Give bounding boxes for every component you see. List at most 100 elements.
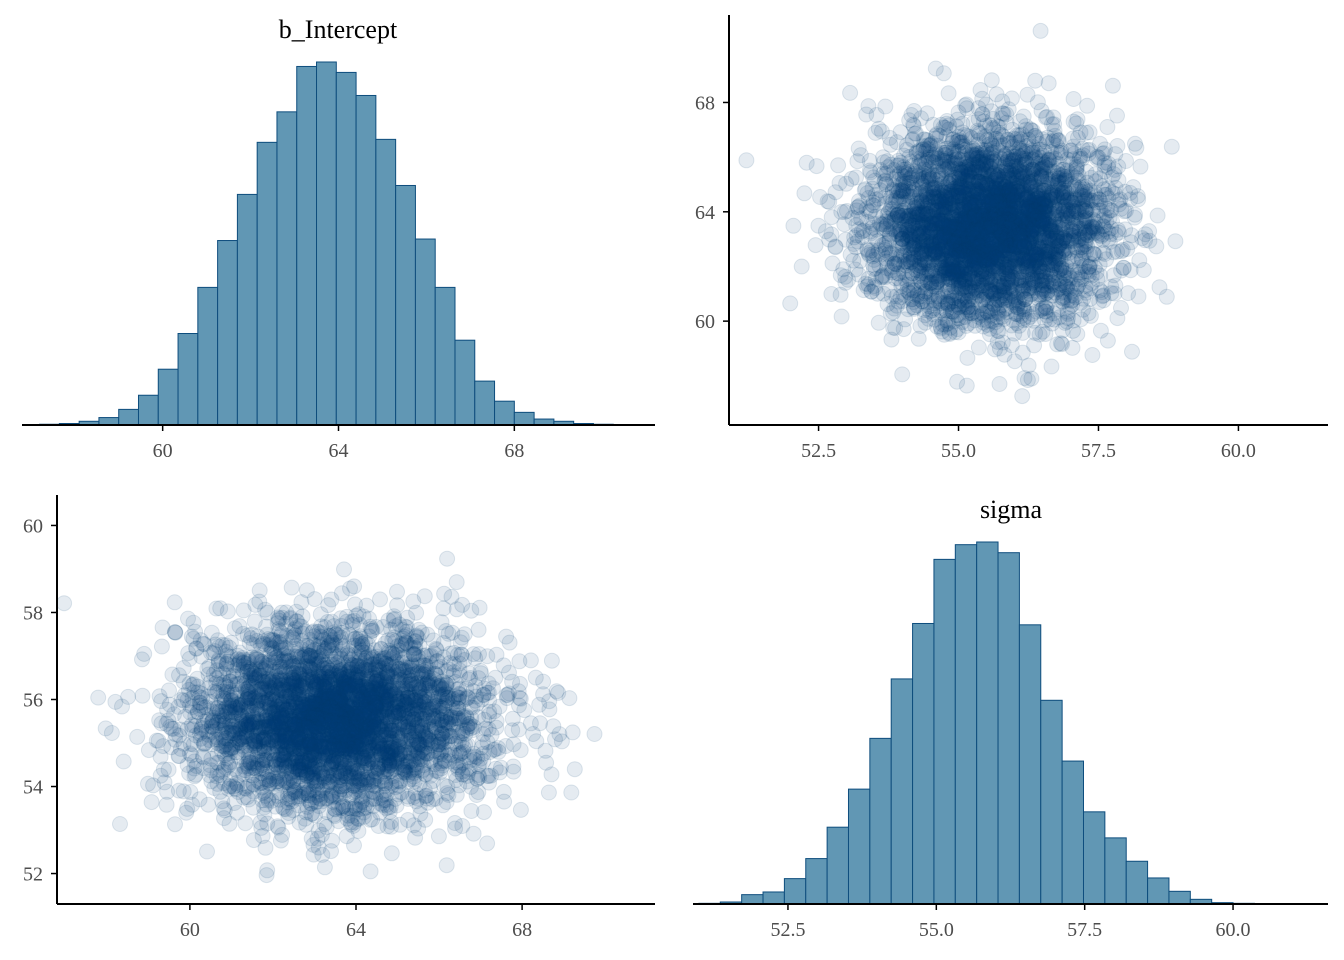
scatter-point <box>901 216 918 233</box>
scatter-point <box>897 194 914 211</box>
scatter-point <box>857 181 874 198</box>
scatter-point <box>1037 204 1054 221</box>
scatter-point <box>933 245 950 262</box>
scatter-point <box>1000 182 1017 199</box>
scatter-point <box>1048 225 1065 242</box>
scatter-point <box>1041 152 1058 169</box>
scatter-point <box>948 230 965 247</box>
scatter-point <box>962 246 979 263</box>
scatter-point <box>1008 177 1025 194</box>
scatter-point <box>964 140 981 157</box>
scatter-point <box>945 143 962 160</box>
scatter-point <box>1111 196 1128 213</box>
scatter-point <box>953 297 970 314</box>
scatter-point <box>738 152 755 169</box>
scatter-point <box>892 154 909 171</box>
scatter-point <box>1028 129 1045 146</box>
scatter-point <box>1021 175 1037 192</box>
scatter-point <box>978 291 995 308</box>
scatter-point <box>1092 170 1108 187</box>
scatter-point <box>1049 281 1066 298</box>
scatter-point <box>877 98 894 115</box>
scatter-point <box>1105 267 1122 284</box>
scatter-point <box>936 236 953 253</box>
scatter-point <box>950 310 967 327</box>
scatter-point <box>908 144 925 161</box>
scatter-point <box>961 235 978 252</box>
scatter-point <box>1020 200 1037 217</box>
scatter-point <box>939 315 956 332</box>
scatter-point <box>938 140 955 157</box>
scatter-point <box>937 119 954 136</box>
scatter-point <box>988 192 1005 209</box>
scatter-point <box>1079 97 1096 114</box>
scatter-point <box>978 224 995 241</box>
scatter-point <box>959 216 976 233</box>
scatter-point <box>827 184 844 201</box>
scatter-point <box>1024 218 1041 234</box>
scatter-point <box>998 182 1015 199</box>
scatter-point <box>972 243 989 260</box>
scatter-point <box>889 265 906 282</box>
scatter-point <box>1003 237 1020 254</box>
scatter-point <box>900 284 917 301</box>
scatter-point <box>937 261 954 278</box>
scatter-point <box>1013 156 1030 173</box>
scatter-point <box>991 194 1008 211</box>
scatter-point <box>1095 145 1112 162</box>
scatter-point <box>922 263 938 280</box>
scatter-point <box>926 179 943 196</box>
scatter-point <box>1032 302 1049 319</box>
scatter-point <box>935 65 952 82</box>
scatter-point <box>827 239 844 256</box>
scatter-point <box>911 244 927 261</box>
scatter-point <box>902 153 919 170</box>
scatter-point <box>902 254 919 271</box>
scatter-point <box>906 237 923 254</box>
scatter-point <box>936 184 953 201</box>
scatter-point <box>1024 296 1041 313</box>
scatter-point <box>945 313 962 330</box>
scatter-point <box>1054 293 1071 310</box>
scatter-point <box>969 211 986 228</box>
scatter-point <box>836 216 853 233</box>
scatter-point <box>1033 272 1050 289</box>
scatter-point <box>1011 219 1028 236</box>
scatter-point <box>1018 168 1034 185</box>
scatter-point <box>918 188 935 204</box>
scatter-point <box>988 175 1005 192</box>
scatter-point <box>913 192 930 209</box>
scatter-point <box>1049 251 1065 268</box>
x-tick-label: 55.0 <box>941 440 976 462</box>
x-tick-label: 68 <box>504 440 524 462</box>
scatter-point <box>1103 285 1120 302</box>
scatter-point <box>983 160 1000 177</box>
scatter-point <box>1022 223 1039 239</box>
scatter-point <box>899 267 916 284</box>
scatter-point <box>987 235 1004 252</box>
scatter-point <box>1011 140 1028 157</box>
scatter-point <box>982 208 999 225</box>
scatter-point <box>259 862 276 879</box>
scatter-point <box>994 226 1011 243</box>
scatter-point <box>1032 233 1049 250</box>
scatter-points <box>738 22 1184 405</box>
scatter-point <box>998 247 1015 263</box>
scatter-point <box>982 272 999 289</box>
scatter-point <box>1000 211 1017 228</box>
scatter-point <box>941 215 958 231</box>
scatter-point <box>970 154 987 171</box>
scatter-point <box>937 262 954 279</box>
histogram-bar <box>494 400 515 426</box>
scatter-point <box>963 200 980 217</box>
scatter-point <box>1053 260 1070 276</box>
scatter-point <box>930 288 947 305</box>
scatter-point <box>1037 299 1054 316</box>
scatter-point <box>939 294 956 311</box>
histogram-bar <box>395 184 416 426</box>
scatter-point <box>958 172 975 189</box>
scatter-point <box>990 222 1007 239</box>
scatter-point <box>989 169 1006 186</box>
scatter-point <box>1019 267 1036 284</box>
scatter-point <box>929 287 946 304</box>
